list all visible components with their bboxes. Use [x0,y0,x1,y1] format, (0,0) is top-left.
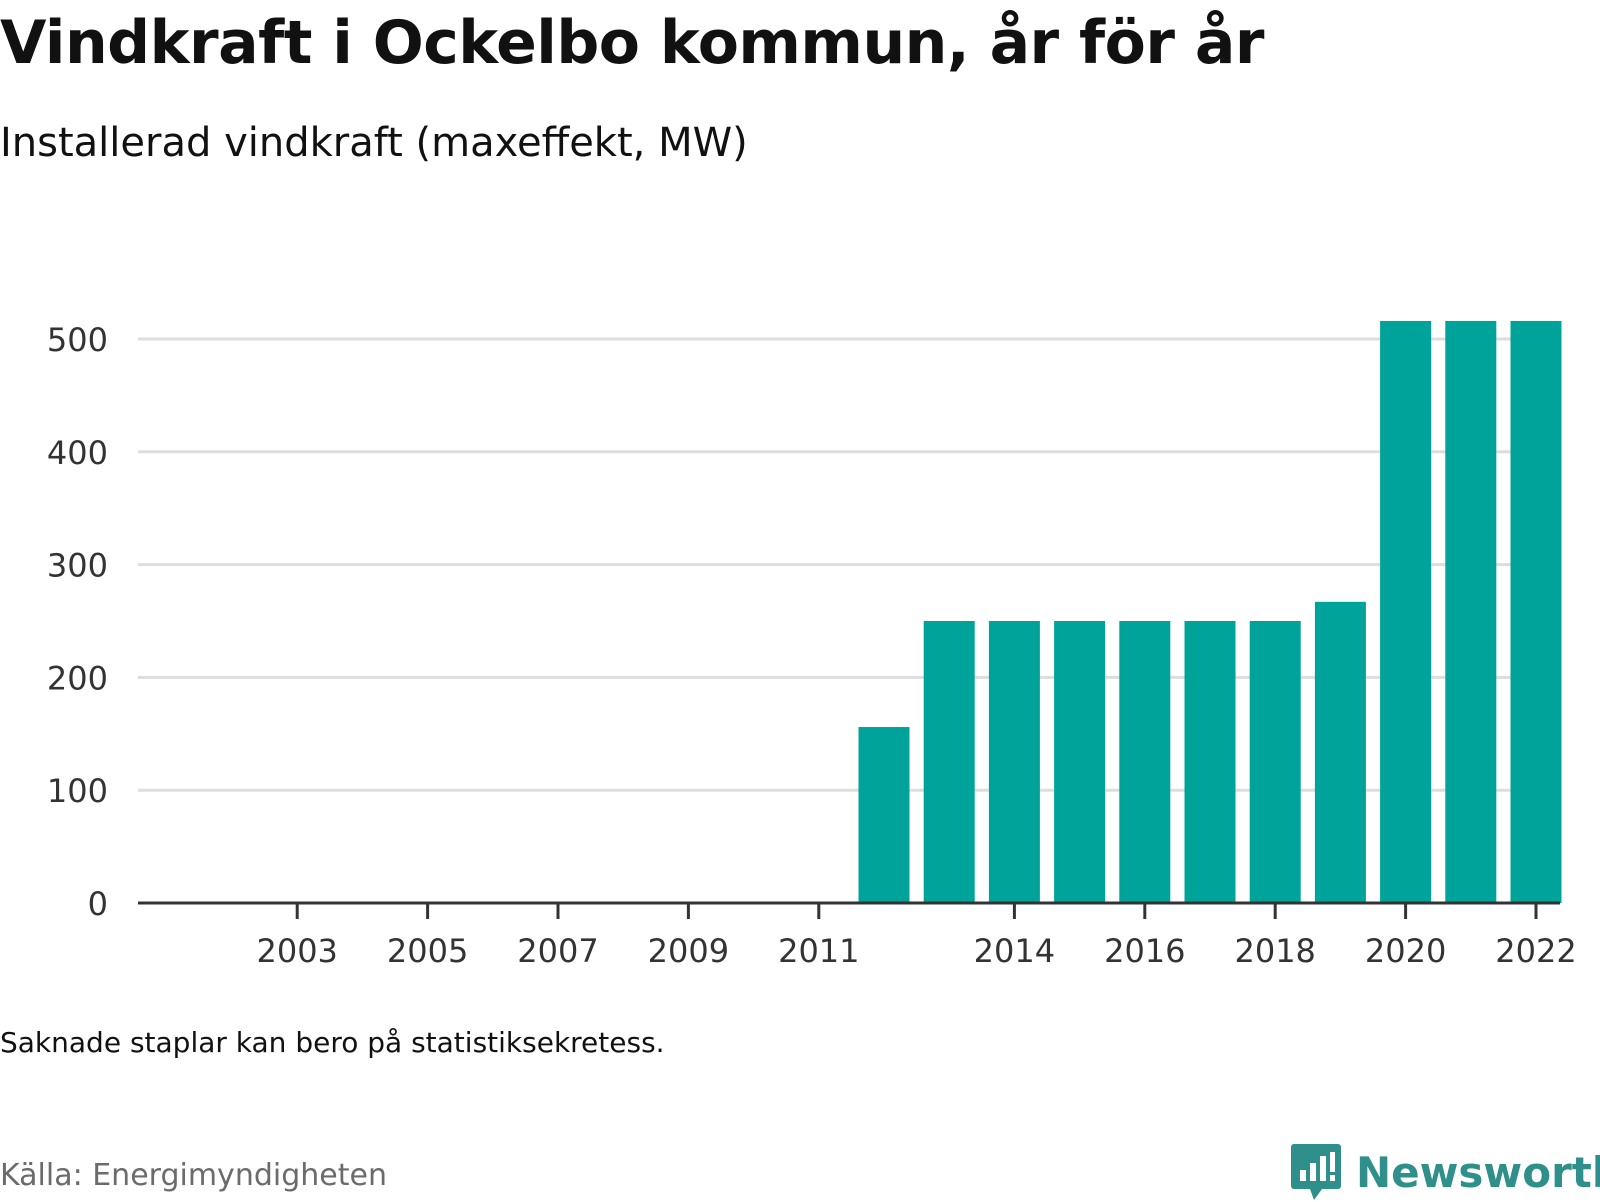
y-tick-label-300: 300 [47,547,108,585]
x-tick-label-2022: 2022 [1495,932,1576,970]
bars [858,320,1562,903]
x-tick-label-2011: 2011 [778,932,859,970]
x-axis [138,901,1560,919]
x-tick-label-2007: 2007 [517,932,598,970]
brand-name: Newsworthy [1356,1147,1600,1197]
brand-logo: Newsworthy [1290,1142,1600,1202]
x-tick-label-2020: 2020 [1365,932,1446,970]
bar-chart: 0 100 200 300 400 500 2003 2005 2007 2009 2011 201… [47,320,1577,970]
x-tick-label-2005: 2005 [387,932,468,970]
y-tick-label-100: 100 [47,772,108,810]
bar-2016 [1119,621,1171,903]
y-tick-labels: 0 100 200 300 400 500 [47,321,108,923]
x-tick-label-2014: 2014 [974,932,1055,970]
x-tick-labels: 2003 2005 2007 2009 2011 2014 2016 2018 2020 2022 [256,932,1576,970]
y-tick-label-500: 500 [47,321,108,359]
newsworthy-logo-icon [1291,1144,1341,1200]
y-tick-label-0: 0 [88,885,108,923]
x-tick-label-2003: 2003 [256,932,337,970]
bar-2012 [858,727,910,903]
chart-title: Vindkraft i Ockelbo kommun, år för år [0,8,1264,78]
bar-2019 [1314,601,1366,903]
bar-2021 [1445,320,1497,903]
bar-2015 [1054,621,1106,903]
chart-subtitle: Installerad vindkraft (maxeffekt, MW) [0,120,748,166]
y-tick-label-400: 400 [47,434,108,472]
y-tick-label-200: 200 [47,659,108,697]
bar-2018 [1249,621,1301,903]
bar-2020 [1380,320,1432,903]
bar-2022 [1510,320,1562,903]
x-tick-label-2016: 2016 [1104,932,1185,970]
footnote: Saknade staplar kan bero på statistiksek… [0,1026,665,1059]
bar-2017 [1184,621,1236,903]
bar-2013 [923,621,975,903]
bar-2014 [988,621,1040,903]
x-tick-label-2009: 2009 [648,932,729,970]
source-credit: Källa: Energimyndigheten [0,1158,387,1193]
x-tick-label-2018: 2018 [1234,932,1315,970]
